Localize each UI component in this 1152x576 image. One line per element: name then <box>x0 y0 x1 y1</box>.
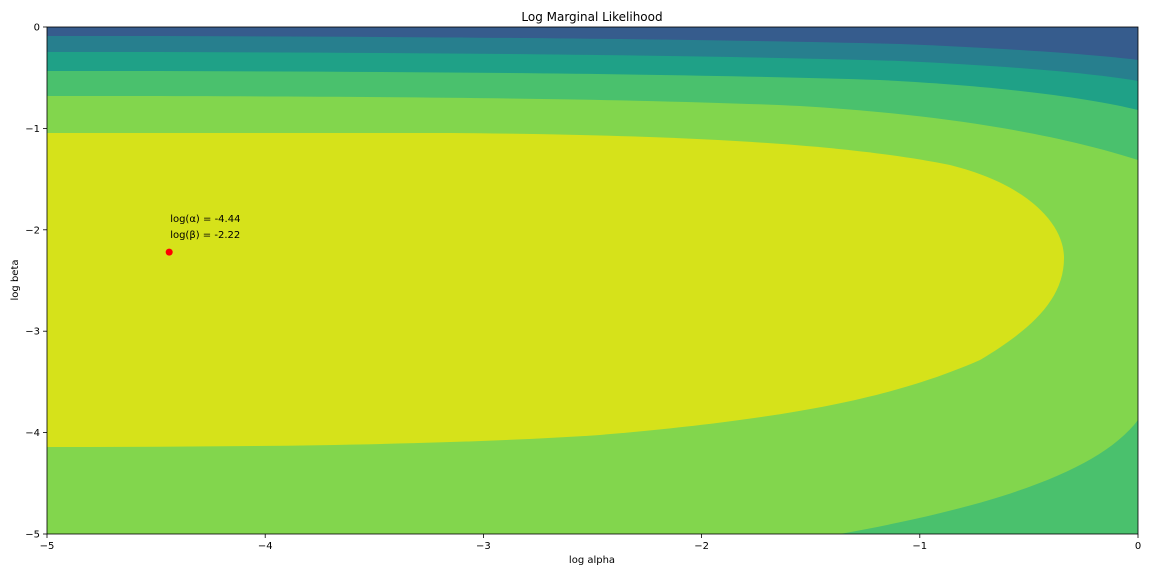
x-tick-label: −4 <box>258 541 273 552</box>
plot-area <box>47 27 1138 534</box>
x-axis: −5 −4 −3 −2 −1 0 <box>40 534 1141 552</box>
maximum-marker <box>165 248 173 256</box>
chart-title: Log Marginal Likelihood <box>521 10 662 24</box>
contour-band-7 <box>47 133 1064 447</box>
y-axis: 0 −1 −2 −3 −4 −5 <box>25 23 47 541</box>
x-tick-label: 0 <box>1135 541 1141 552</box>
x-axis-label: log alpha <box>569 555 615 566</box>
annotation-log-alpha: log(α) = -4.44 <box>170 214 240 225</box>
x-tick-label: −2 <box>694 541 709 552</box>
y-tick-label: −2 <box>25 225 40 236</box>
annotation-log-beta: log(β) = -2.22 <box>170 230 240 241</box>
y-tick-label: −4 <box>25 428 40 439</box>
x-tick-label: −1 <box>912 541 927 552</box>
y-tick-label: 0 <box>34 23 40 34</box>
y-axis-label: log beta <box>10 260 21 301</box>
y-tick-label: −5 <box>25 530 40 541</box>
y-tick-label: −3 <box>25 327 40 338</box>
x-tick-label: −5 <box>40 541 55 552</box>
x-tick-label: −3 <box>476 541 491 552</box>
plot-frame <box>46 26 1139 535</box>
y-tick-label: −1 <box>25 124 40 135</box>
